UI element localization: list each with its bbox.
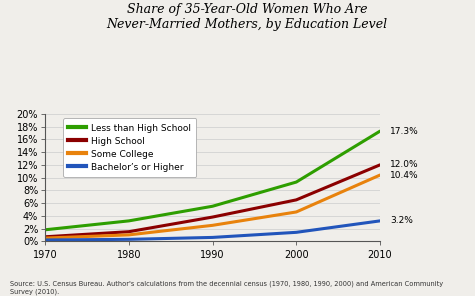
Text: 17.3%: 17.3% (390, 127, 419, 136)
Text: 10.4%: 10.4% (390, 170, 418, 180)
Text: 12.0%: 12.0% (390, 160, 418, 169)
Text: Share of 35-Year-Old Women Who Are
Never-Married Mothers, by Education Level: Share of 35-Year-Old Women Who Are Never… (106, 3, 388, 31)
Text: Source: U.S. Census Bureau. Author's calculations from the decennial census (197: Source: U.S. Census Bureau. Author's cal… (10, 281, 443, 295)
Text: 3.2%: 3.2% (390, 216, 413, 225)
Legend: Less than High School, High School, Some College, Bachelor’s or Higher: Less than High School, High School, Some… (63, 118, 197, 177)
